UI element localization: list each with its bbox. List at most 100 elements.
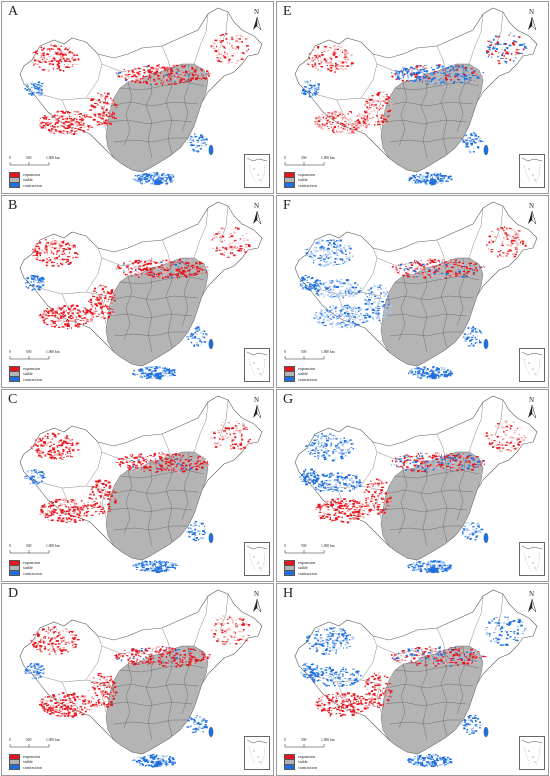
panel-label: C	[8, 392, 17, 408]
legend-label: contraction	[298, 765, 317, 770]
legend-swatch	[284, 570, 295, 576]
south-china-sea-inset	[244, 154, 270, 188]
panel-label: A	[8, 4, 18, 20]
north-arrow-icon: N	[525, 590, 539, 614]
change-patches-southeast	[463, 326, 483, 346]
scale-bar: 0 500 1,000 km	[284, 156, 340, 170]
north-arrow-icon: N	[525, 8, 539, 32]
change-patches-south-coast	[409, 172, 453, 185]
scale-bar: 0 500 1,000 km	[284, 544, 340, 558]
scale-tick-label: 500	[301, 544, 306, 548]
north-arrow-icon: N	[250, 8, 264, 32]
scale-tick-label: 0	[284, 738, 286, 742]
north-arrow-icon: N	[250, 590, 264, 614]
panel-label: D	[8, 586, 18, 602]
legend-swatch	[284, 764, 295, 770]
panel-label: B	[8, 198, 17, 214]
legend-swatch	[9, 376, 20, 382]
scale-tick-label: 0	[9, 738, 11, 742]
scale-tick-label: 500	[301, 738, 306, 742]
legend-item: contraction	[9, 765, 42, 770]
scale-tick-label: 0	[9, 544, 11, 548]
legend-item: contraction	[284, 377, 317, 382]
scale-tick-label: 1,000 km	[321, 350, 335, 354]
scale-tick-label: 500	[26, 156, 31, 160]
scale-bar: 0 500 1,000 km	[284, 350, 340, 364]
scale-bar: 0 500 1,000 km	[9, 156, 65, 170]
scale-tick-label: 1,000 km	[46, 544, 60, 548]
change-patches-south-coast	[133, 560, 178, 572]
legend-label: contraction	[23, 377, 42, 382]
change-patches-southeast	[462, 715, 482, 735]
south-china-sea-inset	[519, 542, 545, 576]
taiwan-island	[209, 145, 213, 155]
legend-item: contraction	[284, 765, 317, 770]
north-arrow-icon: N	[250, 202, 264, 226]
taiwan-island	[209, 533, 213, 543]
panel-label: F	[283, 198, 291, 214]
panel-label: G	[283, 392, 293, 408]
legend-swatch	[284, 182, 295, 188]
scale-tick-label: 1,000 km	[46, 350, 60, 354]
legend-swatch	[284, 376, 295, 382]
legend-item: contraction	[9, 377, 42, 382]
change-patches-south-coast	[132, 366, 176, 380]
legend-item: contraction	[284, 183, 317, 188]
south-china-sea-inset	[519, 736, 545, 770]
scale-tick-label: 1,000 km	[321, 738, 335, 742]
change-patches-southeast	[187, 715, 208, 733]
scale-bar: 0 500 1,000 km	[9, 544, 65, 558]
change-patches-south-coast	[132, 172, 174, 185]
scale-tick-label: 500	[26, 350, 31, 354]
legend-label: contraction	[23, 765, 42, 770]
scale-tick-label: 0	[284, 544, 286, 548]
legend-label: contraction	[298, 183, 317, 188]
legend-swatch	[9, 182, 20, 188]
north-arrow-icon: N	[525, 202, 539, 226]
scale-tick-label: 0	[9, 156, 11, 160]
scale-tick-label: 1,000 km	[321, 156, 335, 160]
south-china-sea-inset	[519, 154, 545, 188]
scale-tick-label: 0	[284, 350, 286, 354]
panel-label: E	[283, 4, 292, 20]
scale-tick-label: 500	[301, 156, 306, 160]
south-china-sea-inset	[244, 348, 270, 382]
scale-bar: 0 500 1,000 km	[9, 738, 65, 752]
change-patches-southeast	[462, 522, 483, 540]
scale-tick-label: 1,000 km	[321, 544, 335, 548]
change-patches-southeast	[187, 521, 206, 541]
north-arrow-icon: N	[525, 396, 539, 420]
taiwan-island	[209, 339, 213, 349]
legend-swatch	[9, 570, 20, 576]
scale-tick-label: 1,000 km	[46, 738, 60, 742]
legend-label: contraction	[298, 377, 317, 382]
legend-item: contraction	[9, 183, 42, 188]
scale-tick-label: 500	[301, 350, 306, 354]
south-china-sea-inset	[244, 736, 270, 770]
scale-tick-label: 500	[26, 544, 31, 548]
panel-label: H	[283, 586, 293, 602]
taiwan-island	[209, 727, 213, 737]
scale-tick-label: 1,000 km	[46, 156, 60, 160]
legend-swatch	[9, 764, 20, 770]
scale-tick-label: 0	[284, 156, 286, 160]
scale-tick-label: 500	[26, 738, 31, 742]
taiwan-island	[484, 533, 488, 543]
legend-label: contraction	[23, 571, 42, 576]
